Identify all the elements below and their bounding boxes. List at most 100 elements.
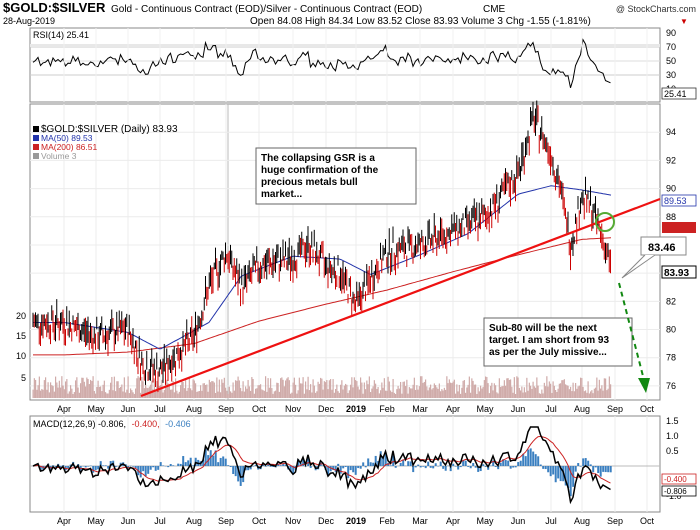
volume-bar <box>308 390 310 398</box>
volume-bar <box>571 391 573 398</box>
volume-bar <box>468 376 470 398</box>
volume-bar <box>315 392 317 398</box>
volume-bar <box>437 388 439 398</box>
volume-bar <box>432 388 434 398</box>
macd-hist-bar <box>352 466 355 473</box>
volume-bar <box>538 393 540 398</box>
volume-bar <box>258 385 260 398</box>
volume-bar <box>528 382 530 398</box>
macd-hist-bar <box>507 460 510 466</box>
volume-bar <box>585 390 587 398</box>
macd-hist-bar <box>184 462 187 466</box>
volume-bar <box>201 390 203 398</box>
volume-bar <box>307 376 309 398</box>
volume-bar <box>213 382 215 398</box>
volume-bar <box>580 377 582 398</box>
volume-bar <box>215 392 217 398</box>
volume-bar <box>407 393 409 398</box>
macd-hist-bar <box>167 466 170 468</box>
x-tick-label: Dec <box>318 404 335 414</box>
volume-bar <box>493 383 495 398</box>
volume-bar <box>178 391 180 398</box>
volume-bar <box>68 391 70 398</box>
volume-bar <box>562 380 564 398</box>
volume-bar <box>286 378 288 398</box>
volume-bar <box>188 377 190 398</box>
volume-bar <box>51 385 53 398</box>
macd-hist-bar <box>442 466 445 469</box>
volume-bar <box>438 383 440 398</box>
volume-bar <box>392 378 394 398</box>
volume-bar <box>262 390 264 398</box>
volume-bar <box>235 380 237 398</box>
volume-bar <box>385 390 387 398</box>
legend-swatch <box>33 135 39 141</box>
volume-bar <box>167 383 169 398</box>
volume-bar <box>118 387 120 398</box>
symbol-title: $GOLD:$SILVER <box>3 0 106 15</box>
volume-bar <box>210 382 212 398</box>
volume-bar <box>483 380 485 398</box>
volume-bar <box>63 389 65 398</box>
macd-hist-bar <box>542 466 545 469</box>
volume-tick-label: 20 <box>16 311 26 321</box>
volume-bar <box>195 383 197 398</box>
volume-bar <box>202 383 204 398</box>
rsi-label: RSI(14) 25.41 <box>33 30 89 40</box>
volume-bar <box>421 376 423 398</box>
macd-hist-bar <box>527 449 530 466</box>
volume-bar <box>268 387 270 398</box>
volume-bar <box>101 391 103 398</box>
volume-bar <box>428 387 430 398</box>
macd-hist-bar <box>247 466 250 471</box>
volume-bar <box>261 389 263 398</box>
volume-bar <box>423 381 425 398</box>
macd-hist-bar <box>587 460 590 466</box>
macd-hist-bar <box>279 465 282 466</box>
x-tick-label-macd: May <box>476 516 494 526</box>
macd-tick-label: 1.5 <box>666 416 679 426</box>
volume-bar <box>176 390 178 398</box>
volume-bar <box>397 385 399 398</box>
exchange-label: CME <box>483 4 506 15</box>
volume-bar <box>91 381 93 398</box>
volume-bar <box>312 379 314 398</box>
volume-bar <box>152 389 154 398</box>
volume-bar <box>332 379 334 398</box>
volume-bar <box>603 378 605 398</box>
volume-bar <box>555 390 557 398</box>
macd-hist-bar <box>422 466 425 467</box>
volume-bar <box>386 390 388 398</box>
volume-bar <box>163 389 165 398</box>
volume-bar <box>497 393 499 398</box>
volume-bar <box>272 393 274 398</box>
volume-bar <box>411 388 413 398</box>
volume-bar <box>230 391 232 398</box>
volume-bar <box>513 377 515 398</box>
volume-bar <box>381 382 383 398</box>
volume-bar <box>541 389 543 398</box>
macd-hist-bar <box>84 466 87 468</box>
volume-bar <box>253 393 255 398</box>
volume-bar <box>592 393 594 398</box>
volume-bar <box>247 379 249 398</box>
volume-bar <box>373 380 375 398</box>
x-tick-label-macd: 2019 <box>346 516 366 526</box>
volume-bar <box>111 376 113 398</box>
rsi-tick-label: 50 <box>666 56 676 66</box>
macd-hist-bar <box>54 466 57 468</box>
volume-bar <box>141 376 143 398</box>
macd-hist-bar <box>334 466 337 473</box>
volume-bar <box>93 390 95 398</box>
volume-bar <box>361 382 363 398</box>
volume-bar <box>403 381 405 398</box>
volume-bar <box>45 377 47 398</box>
macd-hist-bar <box>452 463 455 466</box>
volume-bar <box>71 388 73 398</box>
macd-hist-bar <box>374 455 377 466</box>
volume-bar <box>310 384 312 398</box>
volume-bar <box>280 378 282 398</box>
volume-bar <box>115 391 117 398</box>
volume-bar <box>276 382 278 398</box>
volume-bar <box>576 388 578 398</box>
